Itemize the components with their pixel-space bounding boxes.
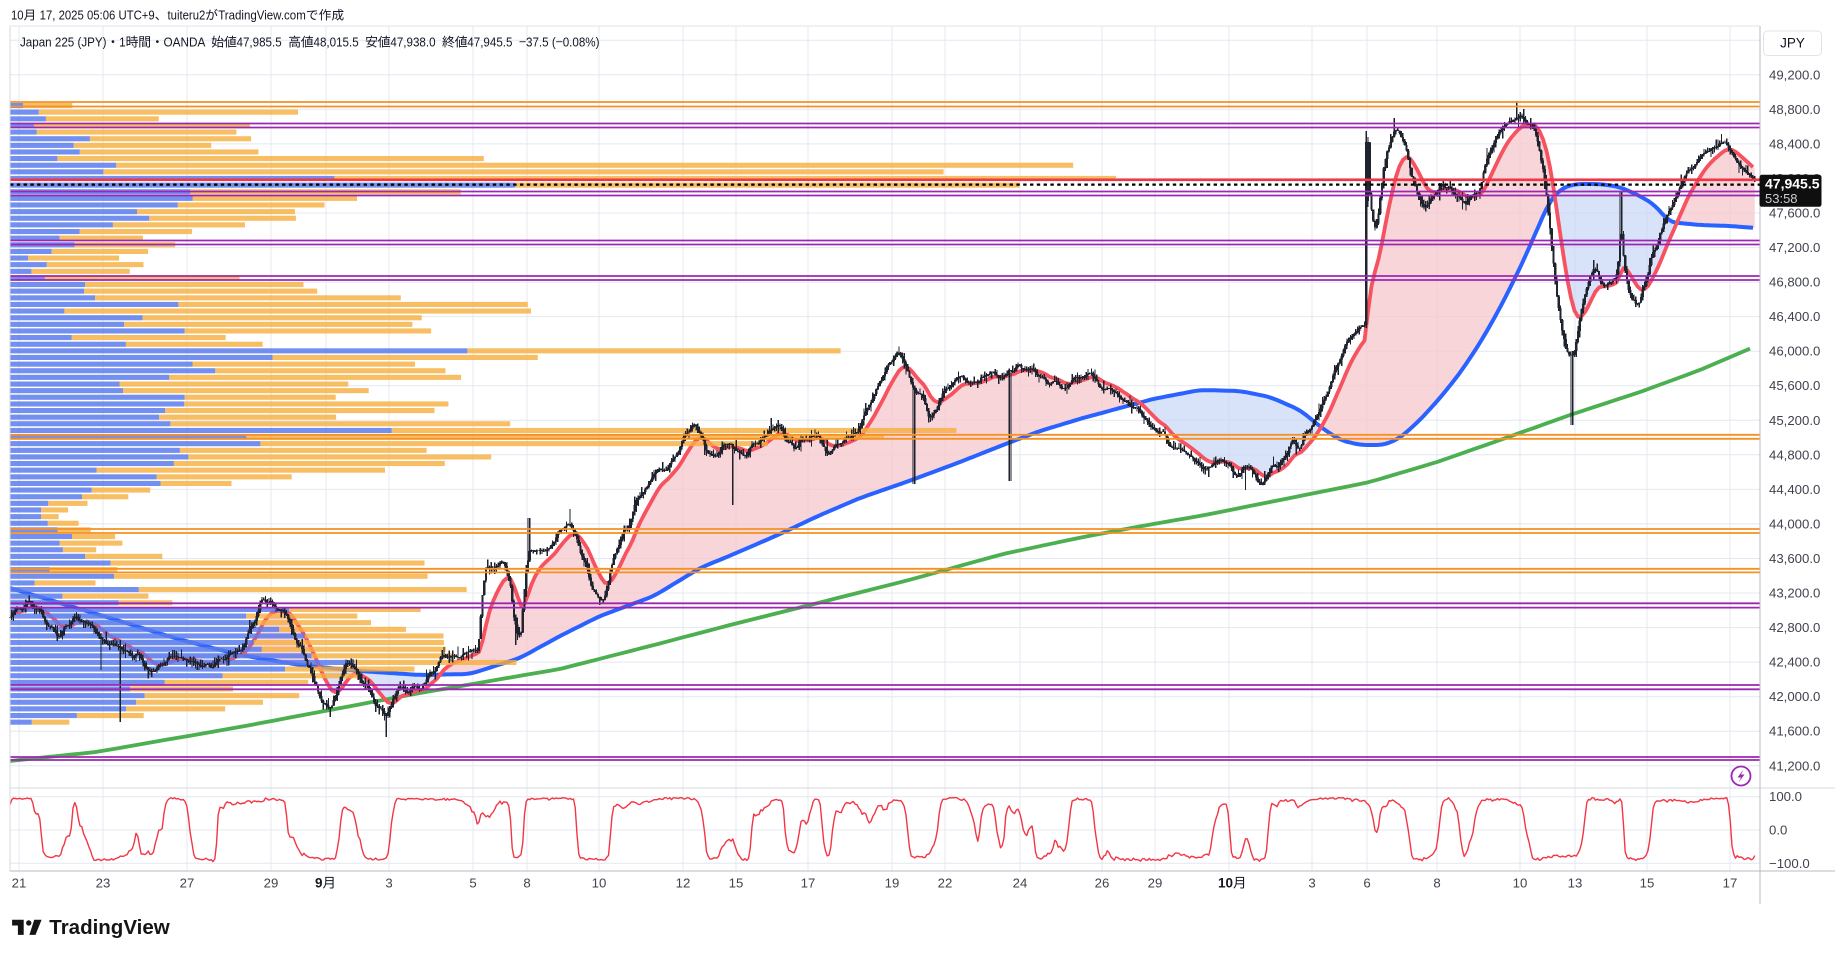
svg-text:3: 3 [385,876,392,891]
svg-text:29: 29 [264,876,279,891]
svg-text:21: 21 [12,876,27,891]
svg-text:44,400.0: 44,400.0 [1769,482,1820,497]
svg-text:6: 6 [1363,876,1370,891]
svg-text:tuiteru2: tuiteru2 [168,9,206,23]
svg-text:44,000.0: 44,000.0 [1769,516,1820,531]
svg-text:41,200.0: 41,200.0 [1769,758,1820,773]
svg-text:44,800.0: 44,800.0 [1769,447,1820,462]
svg-text:42,000.0: 42,000.0 [1769,689,1820,704]
svg-text:10: 10 [592,876,607,891]
svg-text:46,000.0: 46,000.0 [1769,344,1820,359]
svg-text:Japan 225 (JPY): Japan 225 (JPY) [20,35,107,50]
svg-text:29: 29 [1148,876,1163,891]
svg-text:TradingView.com: TradingView.com [218,9,306,23]
svg-text:TradingView: TradingView [49,916,169,939]
svg-text:17: 17 [1723,876,1738,891]
svg-text:100.0: 100.0 [1769,789,1802,804]
svg-text:49,200.0: 49,200.0 [1769,67,1820,82]
svg-text:46,400.0: 46,400.0 [1769,309,1820,324]
svg-text:27: 27 [180,876,195,891]
svg-text:1: 1 [119,35,126,50]
svg-text:13: 13 [1568,876,1583,891]
svg-text:45,600.0: 45,600.0 [1769,378,1820,393]
svg-text:19: 19 [885,876,900,891]
svg-text:43,200.0: 43,200.0 [1769,586,1820,601]
svg-text:9: 9 [315,876,323,891]
svg-text:47,985.5: 47,985.5 [237,35,289,50]
svg-text:45,200.0: 45,200.0 [1769,413,1820,428]
svg-text:48,400.0: 48,400.0 [1769,136,1820,151]
svg-text:47,938.0: 47,938.0 [390,35,442,50]
svg-text:47,600.0: 47,600.0 [1769,206,1820,221]
svg-text:48,015.5: 48,015.5 [314,35,366,50]
svg-text:37.5 (: 37.5 ( [526,35,556,50]
svg-text:24: 24 [1013,876,1028,891]
svg-text:22: 22 [938,876,953,891]
svg-text:43,600.0: 43,600.0 [1769,551,1820,566]
svg-text:8: 8 [523,876,530,891]
svg-text:15: 15 [729,876,744,891]
svg-text:8: 8 [1433,876,1440,891]
svg-text:47,945.5: 47,945.5 [467,35,519,50]
svg-text:48,800.0: 48,800.0 [1769,102,1820,117]
svg-text:0.08%): 0.08%) [563,35,600,50]
svg-text:JPY: JPY [1780,36,1805,51]
svg-text:10: 10 [1218,876,1233,891]
svg-text:23: 23 [96,876,111,891]
svg-text:OANDA: OANDA [164,35,212,50]
svg-text:10: 10 [1513,876,1528,891]
svg-text:0.0: 0.0 [1769,823,1787,838]
svg-text:46,800.0: 46,800.0 [1769,275,1820,290]
svg-text:26: 26 [1095,876,1110,891]
svg-text:3: 3 [1308,876,1315,891]
svg-text:53:58: 53:58 [1765,191,1798,206]
svg-text:10: 10 [11,9,24,23]
svg-text:42,800.0: 42,800.0 [1769,620,1820,635]
svg-text:42,400.0: 42,400.0 [1769,655,1820,670]
svg-text:17: 17 [801,876,816,891]
svg-text:17, 2025 05:06 UTC+9: 17, 2025 05:06 UTC+9 [37,9,155,23]
svg-text:12: 12 [676,876,691,891]
svg-text:47,200.0: 47,200.0 [1769,240,1820,255]
svg-text:47,945.5: 47,945.5 [1765,175,1820,191]
svg-text:41,600.0: 41,600.0 [1769,724,1820,739]
svg-text:5: 5 [469,876,476,891]
svg-text:15: 15 [1640,876,1655,891]
svg-text:−100.0: −100.0 [1769,856,1810,871]
